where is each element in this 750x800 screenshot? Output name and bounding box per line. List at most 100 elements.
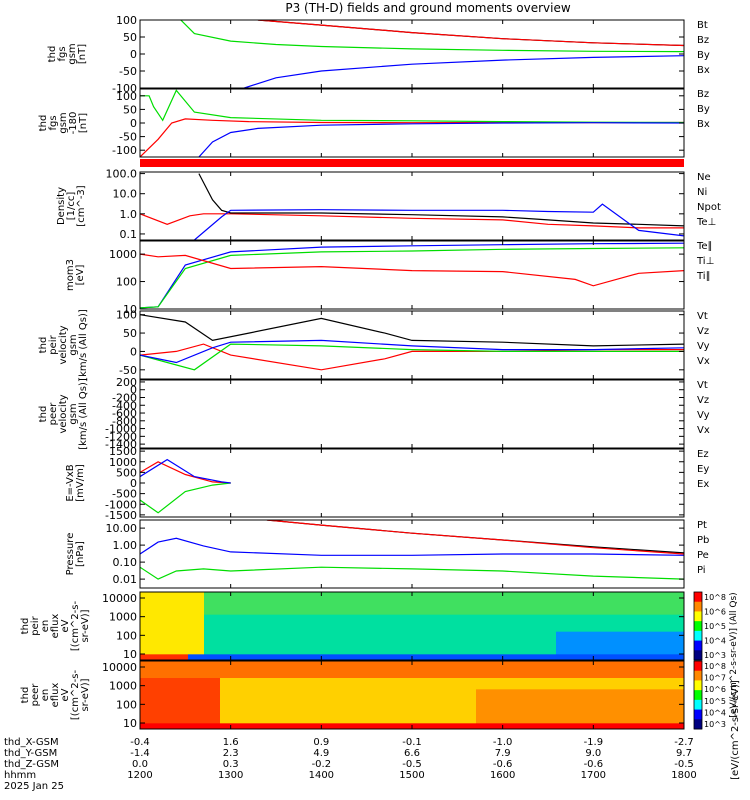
spectrogram-cell — [476, 603, 493, 610]
y-tick-label: 1000 — [109, 456, 137, 469]
spectrogram-cell — [268, 648, 285, 655]
spectrogram-cell — [236, 626, 253, 633]
spectrogram-cell — [284, 626, 301, 633]
series-line-By — [140, 89, 684, 124]
spectrogram-cell — [556, 700, 573, 707]
spectrogram-cell — [572, 689, 589, 696]
y-tick-label: 1000 — [109, 680, 137, 693]
spectrogram-cell — [284, 689, 301, 696]
spectrogram-cell — [172, 661, 189, 668]
spectrogram-cell — [620, 609, 637, 616]
colorbar-tick-label: 10^8 — [704, 593, 726, 602]
spectrogram-cell — [476, 654, 493, 661]
spectrogram-cell — [220, 712, 237, 719]
spectrogram-cell — [652, 678, 669, 685]
spectrogram-cell — [524, 712, 541, 719]
spectrogram-cell — [572, 723, 589, 730]
spectrogram-cell — [284, 678, 301, 685]
spectrogram-cell — [636, 648, 653, 655]
spectrogram-cell — [460, 712, 477, 719]
spectrogram-cell — [604, 603, 621, 610]
y-tick-label: 0 — [130, 48, 137, 61]
spectrogram-cell — [476, 712, 493, 719]
spectrogram-cell — [444, 672, 461, 679]
spectrogram-cell — [444, 626, 461, 633]
spectrogram-cell — [300, 661, 317, 668]
spectrogram-cell — [428, 637, 445, 644]
y-tick-label: 0.1 — [120, 228, 138, 241]
spectrogram-cell — [668, 631, 685, 638]
spectrogram-cell — [492, 723, 509, 730]
spectrogram-cell — [380, 609, 397, 616]
spectrogram-cell — [204, 648, 221, 655]
spectrogram-cell — [668, 706, 685, 713]
spectrogram-cell — [140, 654, 157, 661]
spectrogram-cell — [348, 706, 365, 713]
spectrogram-cell — [508, 695, 525, 702]
spectrogram-cell — [620, 603, 637, 610]
series-line-Vy — [140, 343, 684, 371]
spectrogram-cell — [524, 637, 541, 644]
spectrogram-cell — [316, 706, 333, 713]
spectrogram-cell — [156, 712, 173, 719]
spectrogram-cell — [300, 654, 317, 661]
spectrogram-cell — [220, 661, 237, 668]
spectrogram-cell — [588, 666, 605, 673]
spectrogram-cell — [412, 695, 429, 702]
spectrogram-cell — [652, 683, 669, 690]
spectrogram-cell — [396, 678, 413, 685]
spectrogram-cell — [236, 592, 253, 599]
spectrogram-cell — [476, 683, 493, 690]
y-axis-label: [nPa] — [75, 541, 86, 567]
y-tick-label: -50 — [119, 364, 137, 377]
spectrogram-cell — [284, 717, 301, 724]
spectrogram-cell — [364, 626, 381, 633]
spectrogram-cell — [268, 717, 285, 724]
spectrogram-cell — [444, 689, 461, 696]
spectrogram-cell — [636, 626, 653, 633]
spectrogram-cell — [604, 654, 621, 661]
spectrogram-cell — [380, 672, 397, 679]
spectrogram-cell — [668, 592, 685, 599]
spectrogram-cell — [652, 620, 669, 627]
spectrogram-cell — [668, 683, 685, 690]
spectrogram-cell — [476, 614, 493, 621]
y-axis-label: peir — [30, 615, 41, 635]
spectrogram-cell — [188, 637, 205, 644]
spectrogram-cell — [332, 597, 349, 604]
spectrogram-cell — [172, 666, 189, 673]
spectrogram-cell — [396, 723, 413, 730]
spectrogram-cell — [172, 683, 189, 690]
colorbar-segment — [694, 719, 702, 730]
spectrogram-cell — [268, 723, 285, 730]
legend-entry: Pe — [697, 550, 709, 561]
spectrogram-cell — [428, 592, 445, 599]
spectrogram-cell — [540, 648, 557, 655]
spectrogram-cell — [556, 706, 573, 713]
spectrogram-cell — [508, 654, 525, 661]
spectrogram-cell — [380, 626, 397, 633]
spectrogram-cell — [636, 631, 653, 638]
spectrogram-cell — [204, 626, 221, 633]
spectrogram-cell — [332, 643, 349, 650]
spectrogram-cell — [364, 672, 381, 679]
spectrogram-cell — [604, 695, 621, 702]
spectrogram-cell — [556, 689, 573, 696]
y-tick-label: 0 — [130, 384, 137, 397]
spectrogram-cell — [492, 648, 509, 655]
spectrogram-cell — [668, 723, 685, 730]
spectrogram-cell — [396, 661, 413, 668]
spectrogram-cell — [444, 643, 461, 650]
spectrogram-cell — [412, 683, 429, 690]
spectrogram-cell — [236, 661, 253, 668]
spectrogram-cell — [380, 666, 397, 673]
spectrogram-cell — [444, 614, 461, 621]
spectrogram-cell — [220, 626, 237, 633]
spectrogram-cell — [556, 717, 573, 724]
spectrogram-cell — [604, 683, 621, 690]
y-axis-label: eV — [60, 688, 71, 701]
spectrogram-cell — [572, 654, 589, 661]
legend-entry: Ni — [697, 187, 707, 198]
spectrogram-cell — [652, 597, 669, 604]
spectrogram-cell — [604, 712, 621, 719]
